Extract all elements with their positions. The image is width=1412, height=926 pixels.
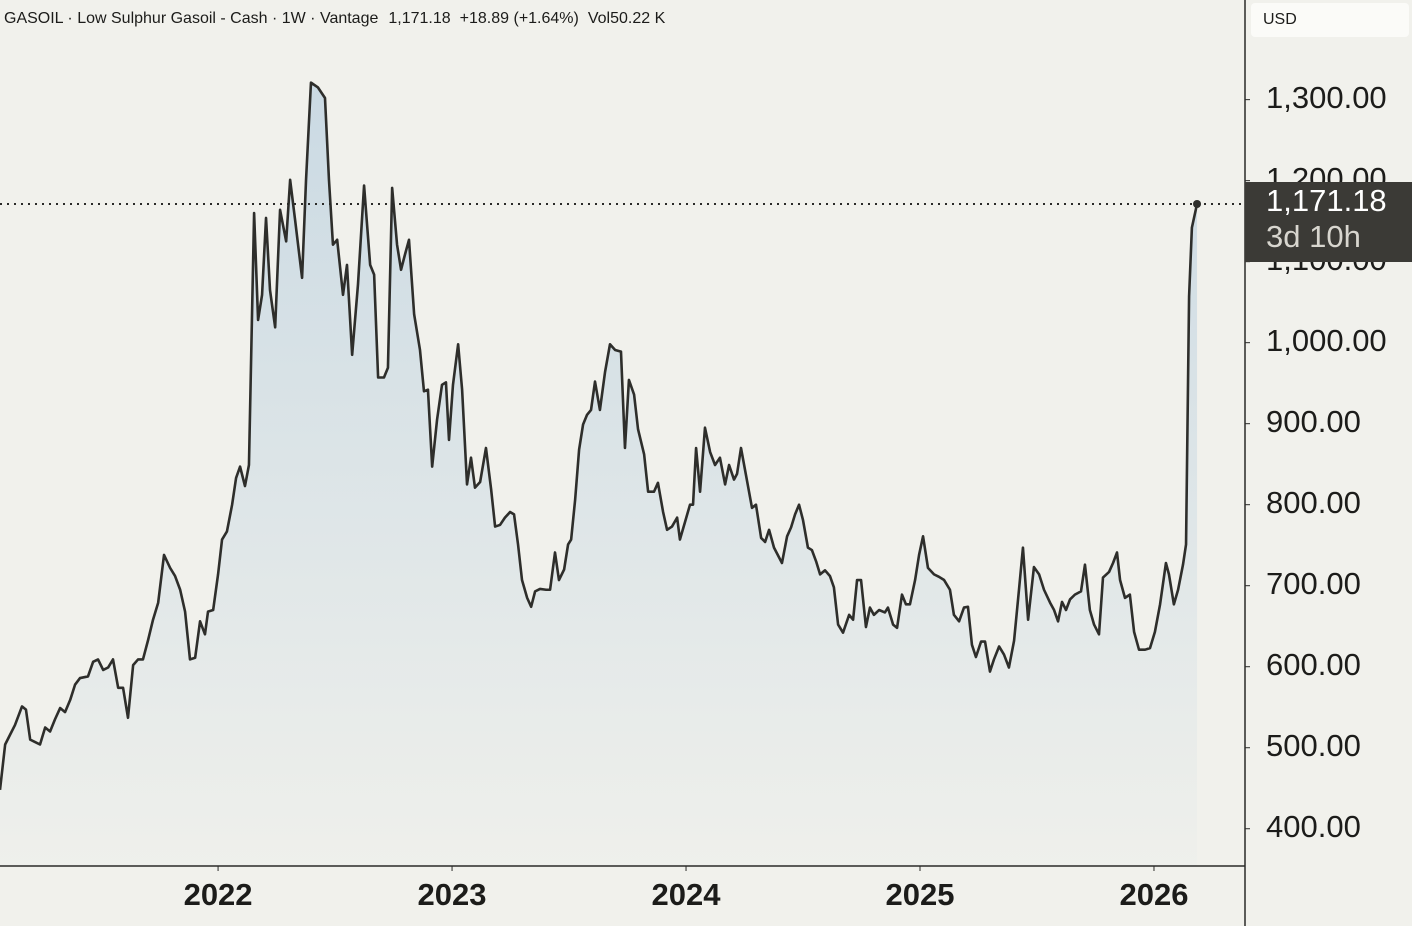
y-tick-label: 400.00 [1266,809,1361,844]
last-point [1193,200,1202,209]
header-change: +18.89 (+1.64%) [460,10,579,27]
currency: USD [1263,11,1297,28]
y-tick-label: 700.00 [1266,566,1361,601]
header-volume: Vol50.22 K [588,10,666,27]
price-line [0,81,1199,790]
x-tick-label: 2025 [886,877,955,912]
x-tick-label: 2023 [418,877,487,912]
y-tick-label: 800.00 [1266,485,1361,520]
x-tick-label: 2022 [184,877,253,912]
currency-box [1251,3,1409,37]
area [0,82,1198,866]
x-tick-label: 2026 [1119,877,1188,912]
y-tick-label: 1,300.00 [1266,80,1387,115]
chart-title: GASOIL · Low Sulphur Gasoil - Cash · 1W … [4,10,666,27]
y-tick-label: 500.00 [1266,728,1361,763]
symbol: GASOIL · Low Sulphur Gasoil - Cash · 1W … [4,10,378,27]
countdown: 3d 10h [1266,219,1361,254]
header-price: 1,171.18 [388,10,450,27]
last-price-box [1245,182,1412,263]
x-tick-label: 2024 [652,877,722,912]
last-price-label: 1,171.18 [1266,183,1387,218]
y-tick-label: 600.00 [1266,647,1361,682]
y-tick-label: 1,000.00 [1266,323,1387,358]
y-tick-label: 900.00 [1266,404,1361,439]
